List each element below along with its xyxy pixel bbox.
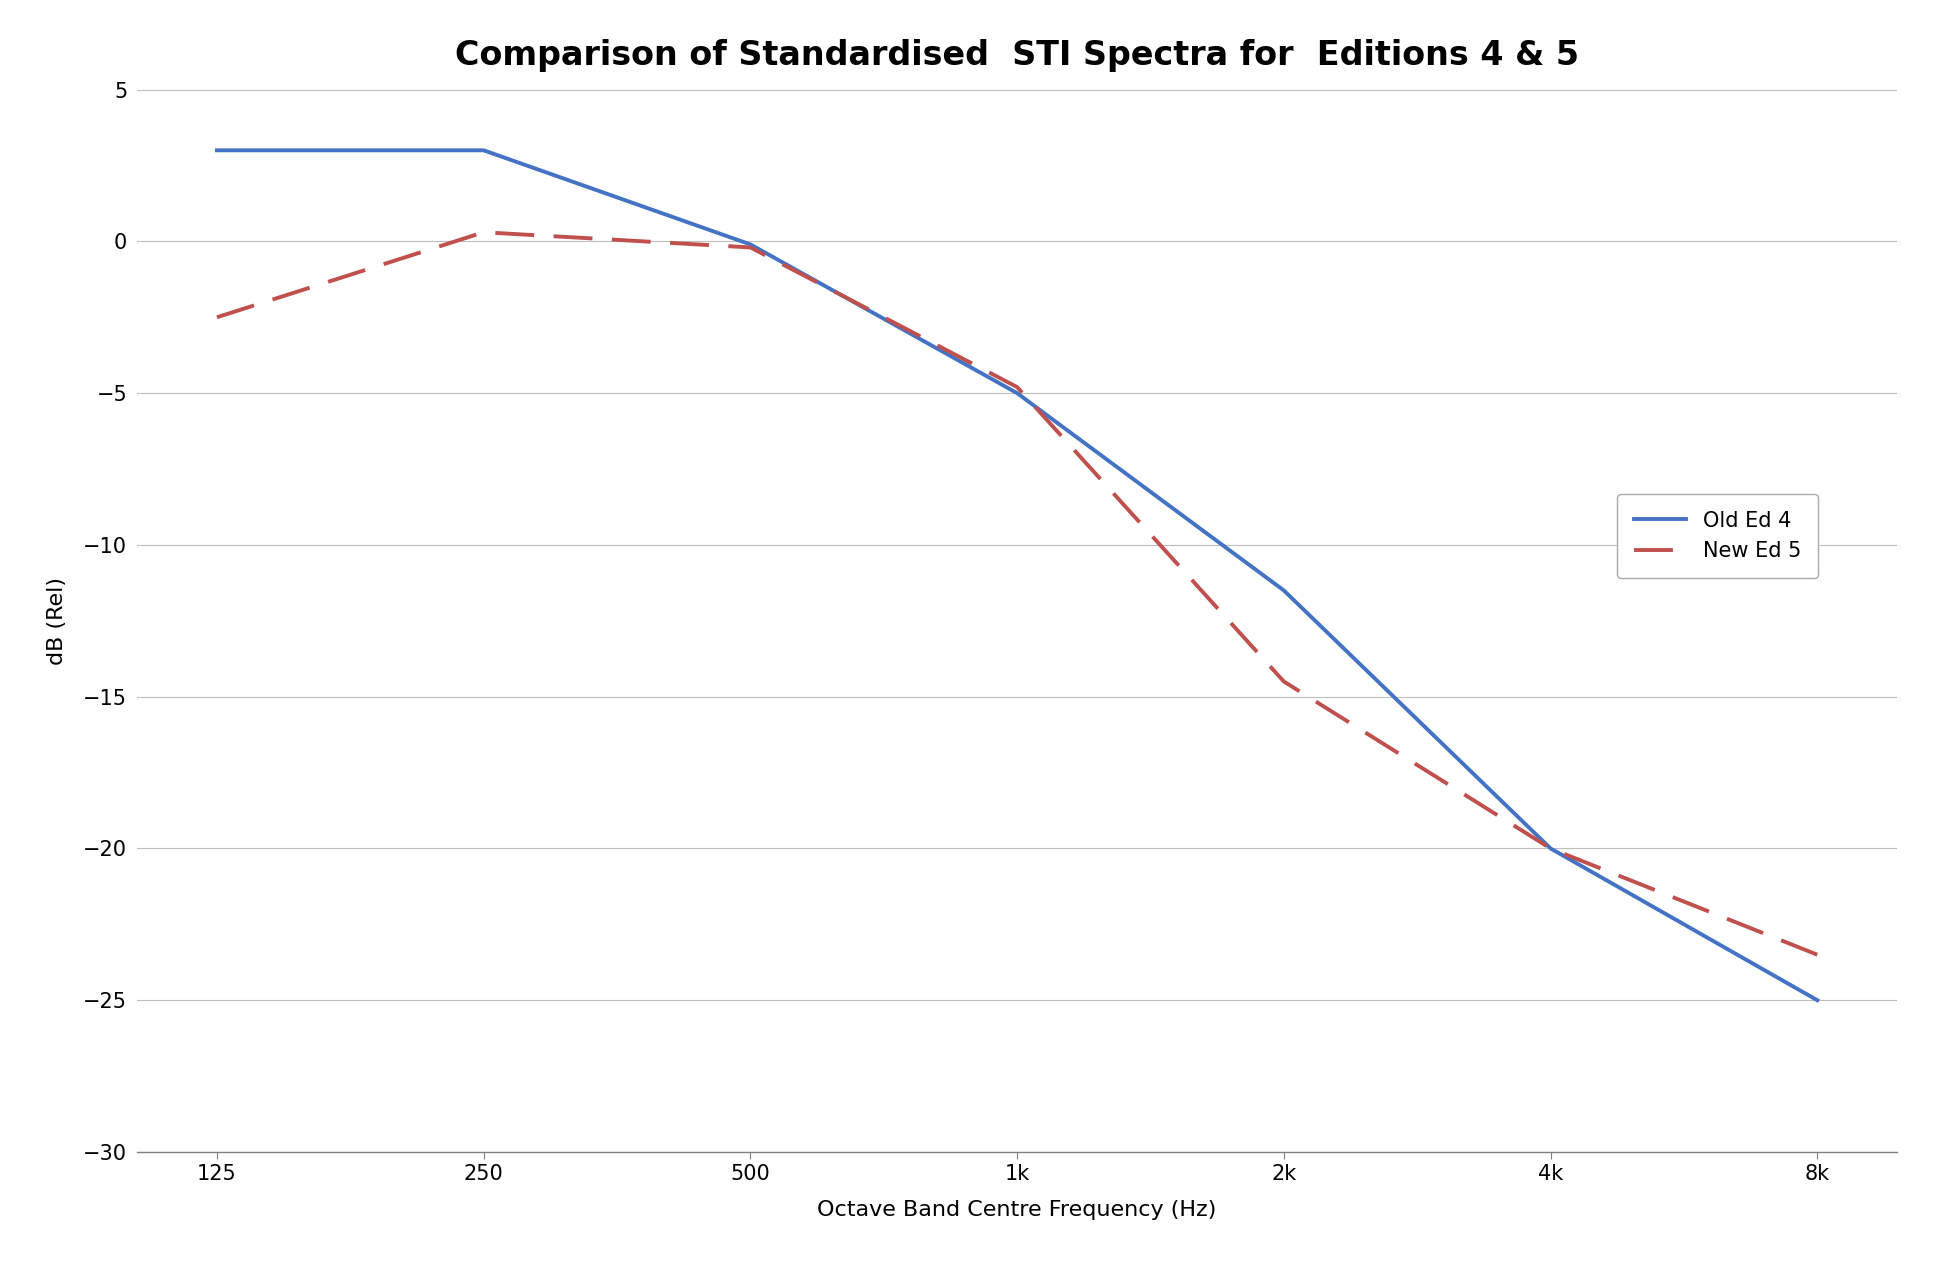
- Line: Old Ed 4: Old Ed 4: [217, 150, 1816, 1000]
- Old Ed 4: [205, 142, 229, 157]
- Title: Comparison of Standardised  STI Spectra for  Editions 4 & 5: Comparison of Standardised STI Spectra f…: [456, 38, 1578, 72]
- New Ed 5: [739, 239, 762, 255]
- New Ed 5: [1271, 673, 1294, 689]
- Legend: Old Ed 4, New Ed 5: Old Ed 4, New Ed 5: [1617, 494, 1816, 577]
- Old Ed 4: [1804, 992, 1828, 1007]
- New Ed 5: [205, 310, 229, 325]
- New Ed 5: [1005, 379, 1028, 394]
- Old Ed 4: [1539, 841, 1562, 856]
- Old Ed 4: [1005, 385, 1028, 401]
- New Ed 5: [1804, 947, 1828, 963]
- Line: New Ed 5: New Ed 5: [217, 232, 1816, 955]
- X-axis label: Octave Band Centre Frequency (Hz): Octave Band Centre Frequency (Hz): [817, 1201, 1216, 1220]
- Old Ed 4: [1271, 582, 1294, 598]
- Old Ed 4: [471, 142, 495, 157]
- Y-axis label: dB (Rel): dB (Rel): [47, 577, 66, 664]
- New Ed 5: [1539, 841, 1562, 856]
- New Ed 5: [471, 224, 495, 239]
- Old Ed 4: [739, 237, 762, 252]
